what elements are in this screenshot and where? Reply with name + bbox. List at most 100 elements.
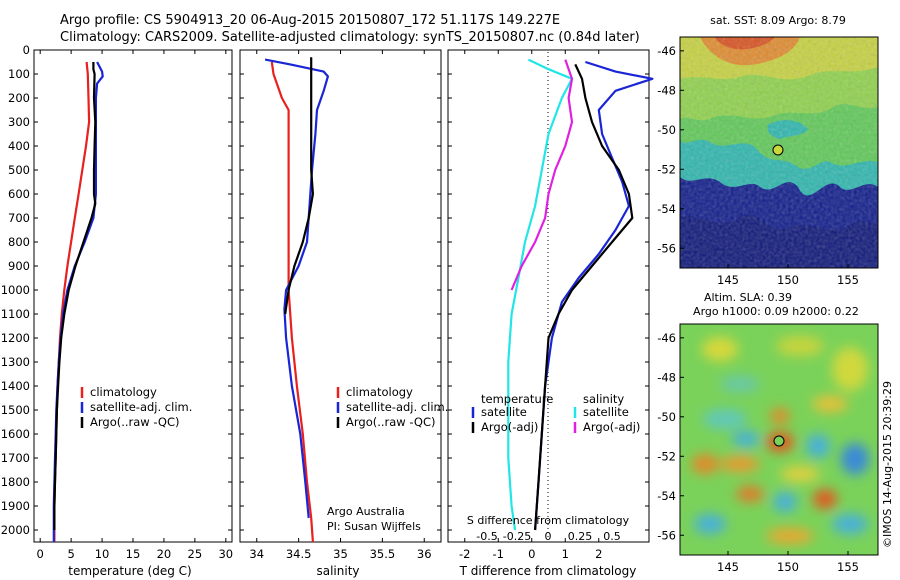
map-y-tick-label: -54 [657,202,676,216]
y-tick-label: 1500 [1,403,30,417]
secondary-tick-label: -0.5 [476,530,497,543]
map-y-tick-label: -50 [657,410,676,424]
difference-plot-frame [447,49,650,543]
legend-label: climatology [90,385,157,399]
x-tick-label: -1 [493,547,504,561]
map-x-tick-label: 150 [777,560,799,574]
temperature-panel: 0 5 10 15 20 25 300100200300400500600700800900… [1,43,233,578]
figure-title-line1: Argo profile: CS 5904913_20 06-Aug-2015 … [60,13,560,28]
y-tick-label: 900 [8,259,30,273]
x-tick-label: 0 [37,547,44,561]
secondary-tick-label: 0 [545,530,552,543]
s-difference-axis-label: S difference from climatology [467,514,630,527]
y-tick-label: 100 [8,67,30,81]
salinity-plot-frame [239,49,442,543]
t-difference-axis-label: T difference from climatology [459,564,637,578]
legend-label: climatology [346,385,413,399]
sst-heatmap [680,37,878,268]
map-y-tick-label: -48 [657,83,676,97]
legend-label: satellite [481,405,527,419]
difference-panel: -2 -1 0 1 2 temperature salinitysatelliteArgo… [447,49,654,578]
x-tick-label: -2 [459,547,470,561]
x-tick-label: 1 [562,547,569,561]
y-tick-label: 800 [8,235,30,249]
salinity-argo-adj--line [510,59,574,291]
salinity-satellite-line [507,58,574,531]
x-tick-label: 2 [595,547,602,561]
y-tick-label: 200 [8,91,30,105]
map-y-tick-label: -56 [657,241,676,255]
sla-heatmap [680,324,878,555]
temperature-x-axis-label: temperature (deg C) [68,564,191,578]
figure-title-line2: Climatology: CARS2009. Satellite-adjuste… [60,30,640,45]
map-x-tick-label: 155 [837,273,859,287]
y-tick-label: 0 [23,43,30,57]
legend-label: Argo(..raw -QC) [346,415,436,429]
x-tick-label: 10 [95,547,110,561]
sla-argo-marker [773,435,785,447]
legend-label: Argo(..raw -QC) [90,415,180,429]
y-tick-label: 1000 [1,283,30,297]
y-tick-label: 1600 [1,427,30,441]
y-tick-label: 300 [8,115,30,129]
argo-raw-qc--line [53,62,97,530]
salinity-annotation-line2: PI: Susan Wijffels [327,520,421,533]
sla-map-frame [679,323,879,556]
y-tick-label: 1100 [1,307,30,321]
map-y-tick-label: -46 [657,44,676,58]
map-y-tick-label: -50 [657,123,676,137]
y-tick-label: 400 [8,139,30,153]
x-tick-label: 0 [528,547,535,561]
x-tick-label: 5 [67,547,74,561]
legend-label: satellite-adj. clim. [90,400,192,414]
legend-label: Argo(-adj) [583,420,640,434]
x-tick-label: 25 [188,547,203,561]
sla-map-panel: Altim. SLA: 0.39 Argo h1000: 0.09 h2000:… [657,291,879,574]
salinity-x-axis-label: salinity [316,564,359,578]
map-x-tick-label: 155 [837,560,859,574]
map-y-tick-label: -56 [657,528,676,542]
legend-label: satellite-adj. clim. [346,400,448,414]
secondary-tick-label: -0.25 [503,530,531,543]
map-x-tick-label: 150 [777,273,799,287]
y-tick-label: 600 [8,187,30,201]
map-x-tick-label: 145 [717,273,739,287]
temperature-satellite-line [534,60,654,531]
sla-map-title: Altim. SLA: 0.39 [704,291,792,304]
y-tick-label: 2000 [1,523,30,537]
sst-map-frame [679,36,879,269]
imos-credit: ©IMOS 14-Aug-2015 20:39:29 [881,381,894,548]
x-tick-label: 35.5 [370,547,396,561]
y-tick-label: 1400 [1,379,30,393]
x-tick-label: 20 [157,547,172,561]
legend-title-salinity: salinity [583,392,624,406]
difference-legend: temperature salinitysatelliteArgo(-adj)sa… [471,392,640,434]
salinity-panel: 34 34.5 35 35.5 36 climatologysatellite-adj.… [239,49,448,578]
x-tick-label: 36 [417,547,432,561]
legend-label: satellite [583,405,629,419]
climatology-line [53,61,91,542]
x-tick-label: 34 [249,547,264,561]
map-y-tick-label: -48 [657,370,676,384]
sst-map-panel: sat. SST: 8.09 Argo: 8.79 145 150 155 -46 -4… [657,14,879,287]
y-tick-label: 700 [8,211,30,225]
satellite-adj-clim--line [264,58,329,519]
climatology-line [270,61,314,543]
y-tick-label: 1300 [1,355,30,369]
y-tick-label: 1800 [1,475,30,489]
legend-label: Argo(-adj) [481,420,538,434]
x-tick-label: 15 [126,547,141,561]
y-tick-label: 1200 [1,331,30,345]
y-tick-label: 1700 [1,451,30,465]
secondary-tick-label: 0.25 [568,530,593,543]
map-y-tick-label: -52 [657,162,676,176]
salinity-annotation-line1: Argo Australia [327,505,405,518]
map-y-tick-label: -54 [657,489,676,503]
x-tick-label: 34.5 [286,547,312,561]
map-y-tick-label: -52 [657,449,676,463]
x-tick-label: 30 [218,547,233,561]
y-tick-label: 500 [8,163,30,177]
